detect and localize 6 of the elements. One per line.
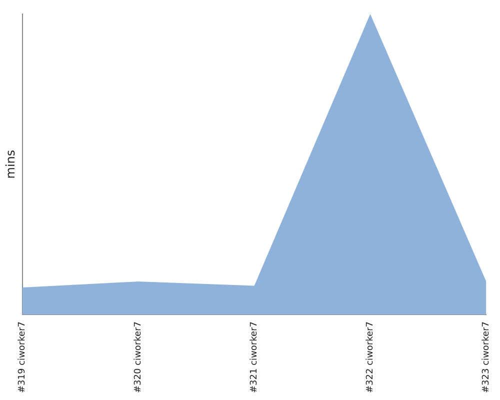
x-tick-label: #321 ciworker7 [250,322,260,393]
x-tick-label: #322 ciworker7 [366,322,376,393]
x-tick-label: #320 ciworker7 [134,322,144,393]
y-axis-title: mins [3,150,18,179]
x-tick-label: #323 ciworker7 [482,322,492,393]
x-tick-label: #319 ciworker7 [18,322,28,393]
